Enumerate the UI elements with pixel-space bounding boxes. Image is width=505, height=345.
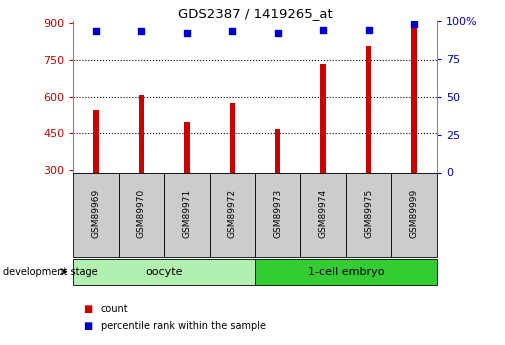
Text: GSM89973: GSM89973 — [273, 188, 282, 238]
Bar — [210, 172, 255, 257]
Point — [137, 29, 145, 34]
Text: GSM89999: GSM89999 — [410, 188, 419, 238]
Text: GSM89975: GSM89975 — [364, 188, 373, 238]
Text: ■: ■ — [83, 304, 92, 314]
Text: count: count — [101, 304, 129, 314]
Bar — [164, 172, 210, 257]
Text: ■: ■ — [83, 321, 92, 331]
Bar — [366, 47, 371, 172]
Bar — [321, 63, 326, 172]
Text: 1-cell embryo: 1-cell embryo — [308, 267, 384, 277]
Bar — [184, 122, 189, 172]
Point — [319, 27, 327, 32]
Bar — [255, 172, 300, 257]
Point — [183, 30, 191, 36]
Point — [92, 29, 100, 34]
Point — [274, 30, 282, 36]
Text: GSM89971: GSM89971 — [182, 188, 191, 238]
Text: percentile rank within the sample: percentile rank within the sample — [101, 321, 266, 331]
Text: development stage: development stage — [3, 267, 97, 277]
Bar — [391, 172, 437, 257]
Title: GDS2387 / 1419265_at: GDS2387 / 1419265_at — [178, 7, 332, 20]
Text: GSM89972: GSM89972 — [228, 188, 237, 238]
Point — [228, 29, 236, 34]
Text: GSM89969: GSM89969 — [91, 188, 100, 238]
Bar — [275, 129, 280, 172]
Bar — [119, 172, 164, 257]
Bar — [346, 172, 391, 257]
Bar — [73, 259, 255, 285]
Bar — [300, 172, 346, 257]
Text: oocyte: oocyte — [145, 267, 183, 277]
Bar — [73, 172, 119, 257]
Point — [410, 21, 418, 27]
Text: GSM89970: GSM89970 — [137, 188, 146, 238]
Bar — [93, 110, 98, 172]
Bar — [255, 259, 437, 285]
Bar — [412, 24, 417, 172]
Point — [365, 27, 373, 32]
Text: GSM89974: GSM89974 — [319, 188, 328, 238]
Bar — [139, 95, 144, 172]
Bar — [230, 104, 235, 172]
